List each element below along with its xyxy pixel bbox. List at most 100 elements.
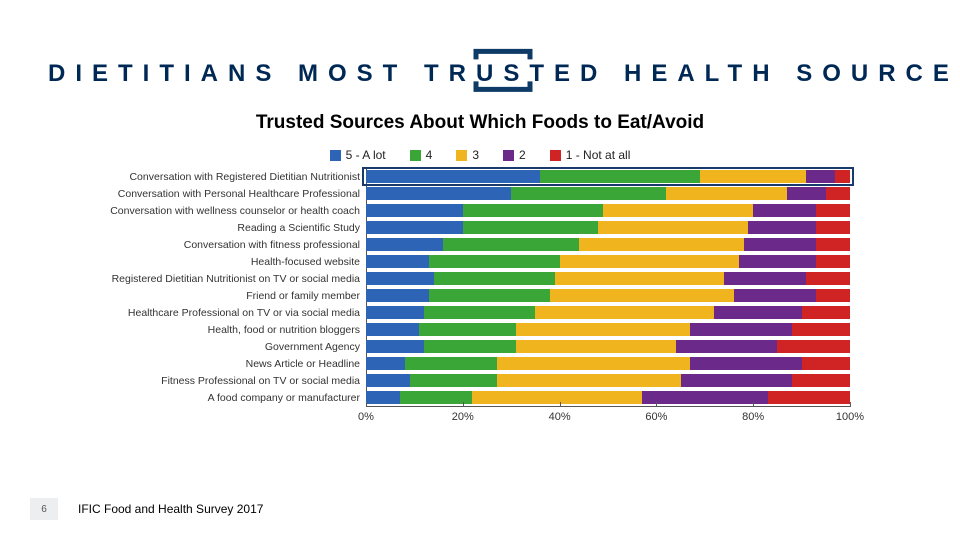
x-tick-label: 100% [836,411,864,423]
bar-segment [366,204,463,217]
bar-segment [816,221,850,234]
chart-row: Conversation with Registered Dietitian N… [110,168,850,185]
bar-segment [366,187,511,200]
legend-label: 4 [426,148,433,162]
bar-track [366,204,850,217]
bar-segment [555,272,724,285]
bar-segment [666,187,787,200]
chart-row: Government Agency [110,338,850,355]
bar-segment [802,357,850,370]
bar-segment [400,391,473,404]
bar-segment [579,238,744,251]
bar-segment [366,272,434,285]
x-tick-label: 60% [645,411,667,423]
legend-item: 5 - A lot [330,148,386,162]
bar-segment [690,357,801,370]
x-tick-label: 20% [452,411,474,423]
row-label: Friend or family member [110,290,366,302]
row-label: Registered Dietitian Nutritionist on TV … [110,273,366,285]
bar-segment [434,272,555,285]
chart-subtitle: Trusted Sources About Which Foods to Eat… [40,112,920,134]
x-axis: 0%20%40%60%80%100% [366,406,850,434]
bar-segment [681,374,792,387]
row-label: Health, food or nutrition bloggers [110,324,366,336]
bar-segment [516,323,690,336]
chart-row: Health, food or nutrition bloggers [110,321,850,338]
bar-segment [366,289,429,302]
legend-item: 3 [456,148,479,162]
bar-track [366,255,850,268]
chart-row: Friend or family member [110,287,850,304]
legend-swatch [503,150,514,161]
row-label: A food company or manufacturer [110,392,366,404]
bar-segment [366,391,400,404]
bar-segment [405,357,497,370]
legend-label: 3 [472,148,479,162]
chart-row: Conversation with wellness counselor or … [110,202,850,219]
bar-segment [816,255,850,268]
legend-swatch [456,150,467,161]
bar-segment [463,204,603,217]
chart-row: Conversation with Personal Healthcare Pr… [110,185,850,202]
bar-segment [816,289,850,302]
bar-track [366,187,850,200]
bar-segment [748,221,816,234]
bar-segment [424,340,516,353]
bar-segment [429,255,560,268]
bar-track [366,306,850,319]
row-label: News Article or Headline [110,358,366,370]
bar-segment [497,357,691,370]
bar-track [366,170,850,183]
bar-segment [560,255,739,268]
bar-segment [410,374,497,387]
bar-segment [497,374,681,387]
row-label: Government Agency [110,341,366,353]
title-bracket: DIETITIANS MOST TRUSTED HEALTH SOURCE [40,60,960,88]
bar-segment [792,323,850,336]
stacked-bar-chart: Conversation with Registered Dietitian N… [110,168,850,406]
bar-segment [550,289,734,302]
bar-segment [443,238,579,251]
row-label: Health-focused website [110,256,366,268]
bar-segment [642,391,768,404]
bar-track [366,272,850,285]
x-tick-label: 80% [742,411,764,423]
row-label: Reading a Scientific Study [110,222,366,234]
x-tick: 60% [645,407,667,423]
bar-segment [753,204,816,217]
bar-track [366,374,850,387]
bar-track [366,289,850,302]
bar-track [366,391,850,404]
bar-segment [603,204,753,217]
bar-segment [826,187,850,200]
bar-segment [739,255,816,268]
chart-row: Conversation with fitness professional [110,236,850,253]
source-citation: IFIC Food and Health Survey 2017 [78,502,263,516]
legend-item: 4 [410,148,433,162]
bar-segment [806,170,835,183]
x-tick: 80% [742,407,764,423]
bar-track [366,323,850,336]
bar-segment [690,323,792,336]
bar-segment [816,204,850,217]
page-number-badge: 6 [30,498,58,520]
bar-segment [540,170,700,183]
bar-segment [366,340,424,353]
bar-segment [366,323,419,336]
bar-segment [802,306,850,319]
chart-row: Fitness Professional on TV or social med… [110,372,850,389]
row-label: Conversation with Registered Dietitian N… [110,171,366,183]
legend-label: 1 - Not at all [566,148,631,162]
x-tick-label: 40% [549,411,571,423]
legend-label: 5 - A lot [346,148,386,162]
bar-segment [366,221,463,234]
bar-segment [366,238,443,251]
bar-segment [463,221,599,234]
page-number: 6 [41,504,47,515]
bracket-icon [472,47,534,93]
legend: 5 - A lot4321 - Not at all [40,148,920,162]
bar-segment [598,221,748,234]
bar-segment [714,306,801,319]
row-label: Conversation with wellness counselor or … [110,205,366,217]
legend-item: 1 - Not at all [550,148,631,162]
